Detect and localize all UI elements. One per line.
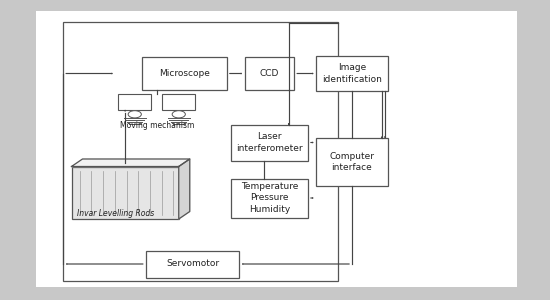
- Bar: [72, 167, 179, 219]
- Bar: [231, 178, 308, 218]
- Circle shape: [172, 111, 185, 118]
- Bar: [162, 94, 195, 110]
- Bar: [245, 57, 294, 90]
- Circle shape: [128, 111, 141, 118]
- Text: Microscope: Microscope: [159, 69, 210, 78]
- Bar: [316, 56, 388, 91]
- Bar: [316, 138, 388, 186]
- Text: Servomotor: Servomotor: [166, 260, 219, 268]
- Bar: [142, 57, 227, 90]
- Bar: [36, 11, 517, 286]
- Text: Invar Levelling Rods: Invar Levelling Rods: [77, 208, 154, 217]
- Bar: [231, 124, 308, 160]
- Bar: [118, 94, 151, 110]
- Text: Laser
interferometer: Laser interferometer: [236, 132, 303, 152]
- Polygon shape: [72, 159, 190, 166]
- Text: Moving mechanism: Moving mechanism: [119, 122, 194, 130]
- Text: CCD: CCD: [260, 69, 279, 78]
- Text: Computer
interface: Computer interface: [329, 152, 375, 172]
- Text: Temperature
Pressure
Humidity: Temperature Pressure Humidity: [241, 182, 298, 214]
- Bar: [146, 250, 239, 278]
- Polygon shape: [179, 159, 190, 219]
- Text: Image
identification: Image identification: [322, 63, 382, 83]
- Bar: [63, 22, 338, 281]
